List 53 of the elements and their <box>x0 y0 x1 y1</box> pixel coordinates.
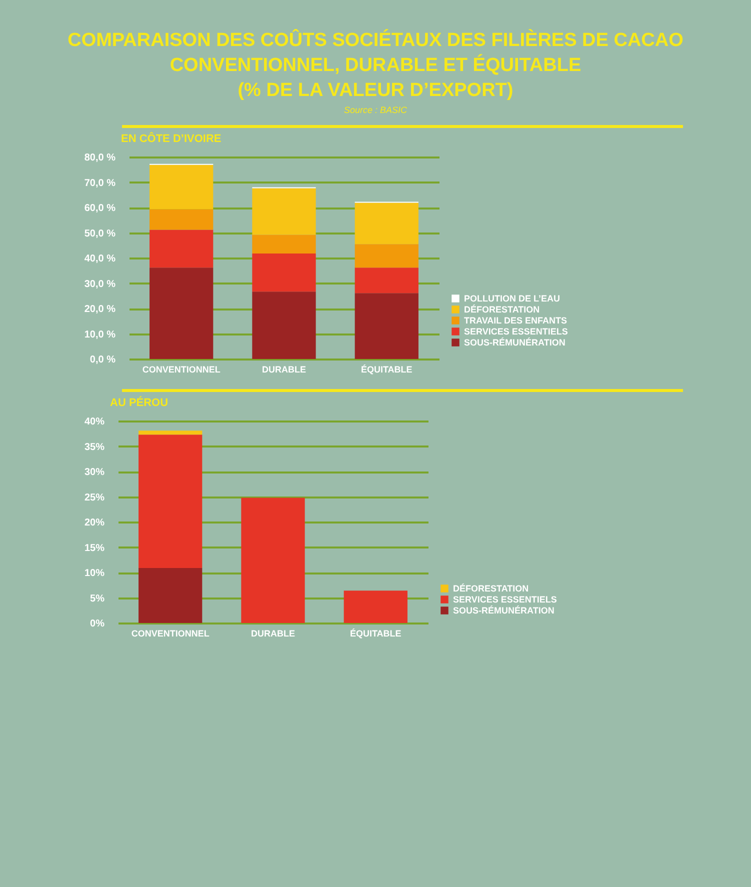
y-tick-label: 5% <box>90 593 105 604</box>
y-tick-label: 20% <box>84 518 105 528</box>
legend-label: DÉFORESTATION <box>453 584 529 594</box>
bar <box>252 292 316 359</box>
bar <box>150 164 214 210</box>
legend-label: SERVICES ESSENTIELS <box>464 326 568 336</box>
source-note: Source : BASIC <box>342 105 408 115</box>
bar <box>354 244 418 268</box>
bar <box>354 293 418 359</box>
y-tick-label: 25% <box>84 492 105 504</box>
bar <box>252 253 316 292</box>
y-tick-label: 0% <box>90 618 105 630</box>
x-tick-label: ÉQUITABLE <box>350 628 402 638</box>
y-tick-label: 0,0 % <box>90 354 116 366</box>
y-tick-label: 10,0 % <box>84 329 116 340</box>
legend-label: SERVICES ESSENTIELS <box>453 594 557 604</box>
y-tick-label: 80,0 % <box>84 152 116 164</box>
bar <box>354 268 418 294</box>
legend-label: POLLUTION DE L’EAU <box>464 294 560 304</box>
bar <box>150 209 214 230</box>
y-tick-label: 40,0 % <box>84 254 116 264</box>
chart-subtitle: AU PÉROU <box>110 396 168 409</box>
y-tick-label: 50,0 % <box>84 228 116 240</box>
y-tick-label: 70,0 % <box>84 178 116 189</box>
y-tick-label: 30% <box>84 467 105 478</box>
bar <box>241 498 305 623</box>
bar <box>344 590 408 623</box>
bar <box>138 568 202 623</box>
x-tick-label: CONVENTIONNEL <box>131 628 210 638</box>
x-tick-label: CONVENTIONNEL <box>142 364 221 374</box>
y-tick-label: 15% <box>84 542 105 554</box>
bar <box>150 230 214 268</box>
chart-subtitle: EN CÔTE D’IVOIRE <box>121 132 222 145</box>
legend-label: DÉFORESTATION <box>464 304 540 314</box>
x-tick-label: DURABLE <box>262 364 306 374</box>
bar <box>150 268 214 359</box>
bar <box>354 202 418 244</box>
bar <box>138 434 202 568</box>
x-tick-label: DURABLE <box>251 628 295 638</box>
y-tick-label: 20,0 % <box>84 304 116 315</box>
bar <box>138 430 202 435</box>
chart-title: COMPARAISON DES COÛTS SOCIÉTAUX DES FILIÈRES DE CACAO CONVENTIONNEL, DURABLE ET ÉQUITABLE (% DE LA VALEUR D’EXPORT) <box>66 28 684 103</box>
y-tick-label: 40% <box>84 416 105 428</box>
y-tick-label: 10% <box>84 568 105 579</box>
y-tick-label: 30,0 % <box>84 278 116 290</box>
legend-label: SOUS-RÉMUNÉRATION <box>464 338 566 348</box>
legend-label: TRAVAIL DES ENFANTS <box>464 316 568 326</box>
y-tick-label: 35% <box>84 442 105 453</box>
x-tick-label: ÉQUITABLE <box>360 364 412 374</box>
y-tick-label: 60,0 % <box>84 203 116 214</box>
bar <box>252 234 316 254</box>
bar <box>252 188 316 235</box>
legend-label: SOUS-RÉMUNÉRATION <box>453 606 554 616</box>
